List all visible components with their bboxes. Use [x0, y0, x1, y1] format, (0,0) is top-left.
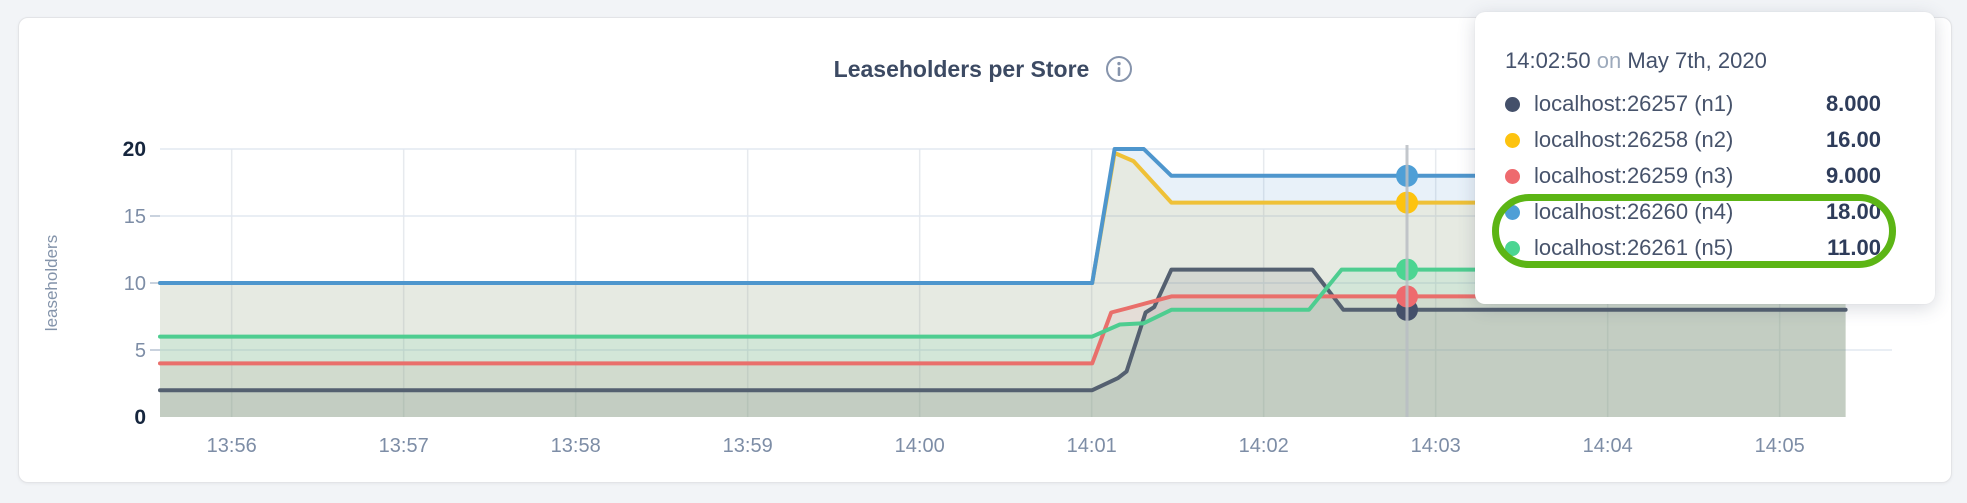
tooltip-series-row: localhost:26259 (n3) 9.000: [1505, 158, 1881, 194]
series-area: [160, 269, 1846, 417]
series-label: localhost:26261 (n5): [1534, 235, 1734, 260]
series-label: localhost:26257 (n1): [1534, 91, 1734, 116]
tooltip-series-list: localhost:26257 (n1) 8.000 localhost:26258…: [1505, 86, 1881, 266]
series-line: [158, 294, 1848, 366]
series-color-dot-icon: [1505, 204, 1520, 220]
tooltip-conjunction: on: [1596, 48, 1622, 73]
x-tick-label: 14:03: [1411, 435, 1461, 457]
y-axis-title: leaseholders: [42, 234, 61, 332]
series-value: 9.000: [1825, 163, 1881, 188]
tooltip-series-row: localhost:26257 (n1) 8.000: [1505, 86, 1881, 122]
series-value: 8.000: [1825, 91, 1881, 116]
x-tick-label: 14:04: [1583, 435, 1633, 457]
page-title: Leaseholders per Store: [833, 55, 1090, 82]
series-value: 16.00: [1825, 127, 1881, 152]
series-area: [160, 296, 1846, 417]
y-tick-label: 0: [134, 406, 146, 429]
x-tick-label: 14:00: [895, 435, 945, 457]
series-color-dot-icon: [1505, 168, 1520, 184]
tooltip-series-row: localhost:26258 (n2) 16.00: [1505, 122, 1881, 158]
x-tick-label: 14:01: [1067, 435, 1117, 457]
tooltip-time: 14:02:50: [1505, 48, 1591, 73]
series-color-dot-icon: [1505, 132, 1520, 148]
tooltip-series-row: localhost:26261 (n5) 11.00: [1505, 230, 1881, 266]
series-value: 11.00: [1827, 235, 1881, 260]
series-label: localhost:26260 (n4): [1534, 199, 1734, 224]
y-tick-label: 15: [124, 206, 146, 228]
series-line: [158, 267, 1848, 339]
tooltip-date: May 7th, 2020: [1627, 48, 1767, 73]
x-tick-label: 14:02: [1239, 435, 1289, 457]
x-tick-label: 13:58: [551, 435, 601, 457]
series-label: localhost:26258 (n2): [1534, 127, 1734, 152]
x-tick-label: 13:56: [207, 435, 257, 457]
x-tick-label: 14:05: [1755, 435, 1805, 457]
hover-tooltip: 14:02:50 on May 7th, 2020 localhost:2625…: [1475, 12, 1935, 304]
x-tick-label: 13:59: [723, 435, 773, 457]
x-tick-label: 13:57: [379, 435, 429, 457]
chart-header: Leaseholders per Store: [0, 55, 1967, 83]
y-tick-label: 10: [124, 273, 146, 295]
y-tick-label: 5: [135, 340, 146, 362]
series-line: [158, 267, 1848, 393]
series-line: [158, 147, 1848, 285]
series-value: 18.00: [1825, 199, 1881, 224]
tooltip-series-row: localhost:26260 (n4) 18.00: [1505, 194, 1881, 230]
series-color-dot-icon: [1505, 240, 1520, 256]
series-color-dot-icon: [1505, 96, 1520, 112]
series-label: localhost:26259 (n3): [1534, 163, 1734, 188]
info-icon[interactable]: [1105, 55, 1133, 83]
y-tick-label: 20: [123, 138, 146, 161]
tooltip-timestamp: 14:02:50 on May 7th, 2020: [1505, 46, 1881, 76]
series-area: [160, 269, 1846, 417]
